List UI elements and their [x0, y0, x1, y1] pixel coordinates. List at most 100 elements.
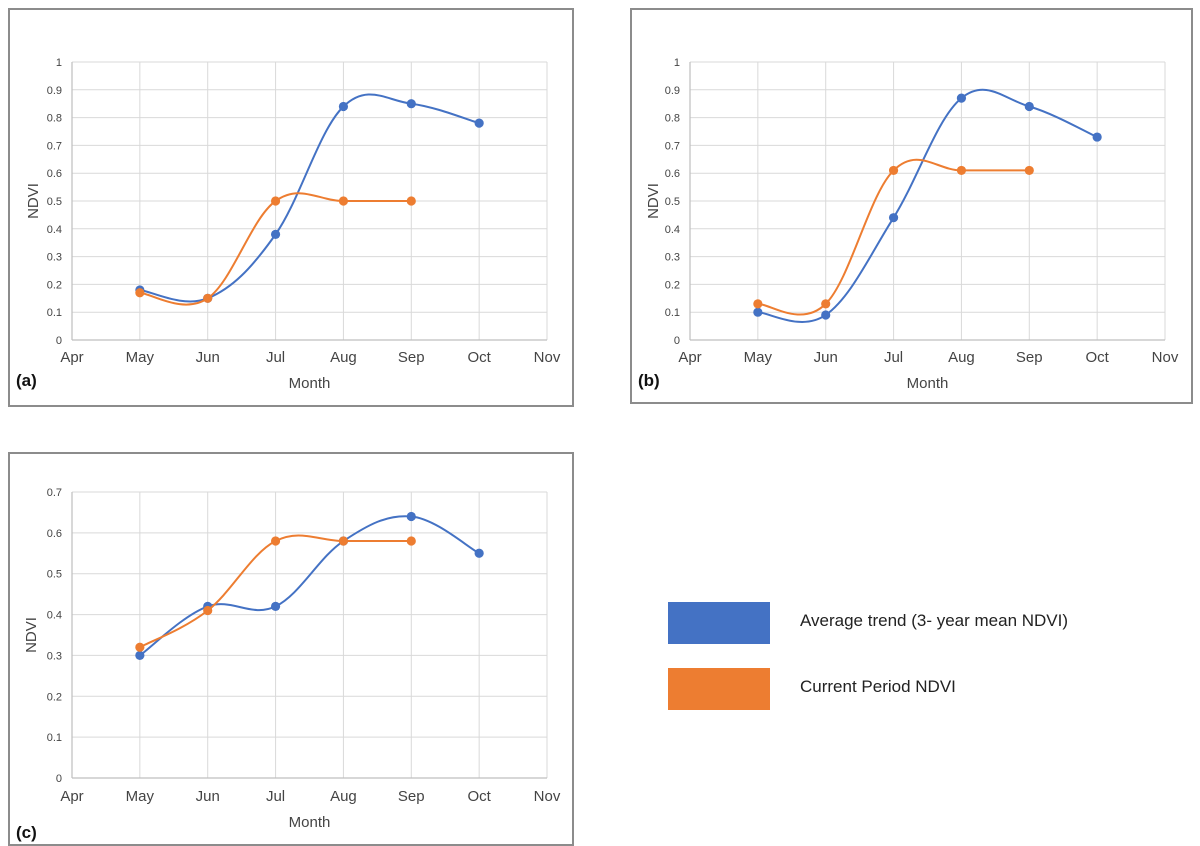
chart-b-ytick-label: 1	[674, 57, 680, 69]
chart-a-series-1-point	[203, 293, 213, 303]
chart-c-xtick-label: Jul	[266, 788, 285, 805]
chart-a-ytick-label: 0.5	[47, 196, 62, 208]
chart-a-xtick-label: Aug	[330, 349, 357, 366]
chart-b-svg: 0 0.1 0.2 0.3 0.4 0.5 0.6 0.7 0.8 0.9 1 Apr May Jun Ju…	[638, 57, 1179, 392]
chart-a-series-0-point	[474, 118, 484, 128]
chart-c-series-0-point	[474, 548, 484, 558]
chart-b-panel-label: (b)	[638, 371, 660, 390]
chart-b-series-1-point	[1024, 165, 1034, 176]
chart-a-xtick-label: Nov	[534, 349, 561, 366]
chart-b-ytick-label: 0.7	[665, 140, 680, 152]
chart-a-series-1-point	[135, 288, 145, 298]
chart-b-series-0-line	[757, 88, 1098, 323]
chart-a-series-1-point	[270, 196, 281, 206]
chart-b-xtick-label: Aug	[948, 349, 975, 366]
legend-item-current-period: Current Period NDVI	[668, 668, 1168, 710]
chart-b-xtick-label: Sep	[1016, 349, 1043, 366]
chart-b-series-1-line	[757, 158, 1030, 316]
chart-c-series-1-point	[406, 536, 416, 546]
chart-b-ytick-label: 0.5	[665, 196, 680, 208]
chart-a-series-1-point	[338, 196, 349, 206]
chart-c-series-1-point	[203, 605, 213, 616]
chart-c-xtick-label: Nov	[534, 788, 561, 805]
chart-a-y-axis-title: NDVI	[25, 183, 42, 219]
chart-c-ytick-label: 0.1	[47, 732, 62, 744]
chart-b-x-axis-title: Month	[907, 375, 949, 392]
chart-a-series-0-point	[270, 229, 281, 239]
chart-a-panel-label: (a)	[16, 371, 37, 390]
chart-a-ytick-label: 0.8	[47, 113, 62, 125]
chart-b-series-0-point	[956, 93, 967, 103]
legend-swatch-current-period	[668, 668, 770, 710]
chart-b-ytick-label: 0.8	[665, 113, 680, 125]
legend-item-average-trend: Average trend (3- year mean NDVI)	[668, 602, 1168, 644]
chart-c-xtick-label: Apr	[60, 788, 83, 805]
chart-a-ytick-label: 1	[56, 57, 62, 69]
chart-a-xtick-label: Jun	[196, 349, 220, 366]
chart-c-svg: 0 0.1 0.2 0.3 0.4 0.5 0.6 0.7 Apr May Jun Jul Aug Sep…	[16, 487, 561, 842]
chart-c-ytick-label: 0.6	[47, 528, 62, 540]
chart-b-series-0-point	[1024, 101, 1034, 112]
chart-a-series-0-point	[338, 101, 349, 112]
chart-c-xtick-label: Sep	[398, 788, 425, 805]
chart-c-series-0-point	[406, 511, 416, 522]
chart-a-ytick-label: 0.6	[47, 168, 62, 180]
chart-c-series-1-point	[338, 536, 349, 546]
chart-b-y-axis-title: NDVI	[645, 183, 662, 219]
chart-b-series-1-point	[753, 299, 763, 309]
legend-swatch-average-trend	[668, 602, 770, 644]
chart-c-xtick-label: May	[126, 788, 155, 805]
chart-b-ytick-label: 0.1	[665, 307, 680, 319]
chart-b-series-1-point	[888, 165, 899, 176]
chart-a-ytick-label: 0.3	[47, 252, 62, 264]
chart-b-series-0-point	[1092, 132, 1102, 142]
chart-b-xtick-label: Jun	[814, 349, 838, 366]
chart-b-xtick-label: Oct	[1085, 349, 1109, 366]
chart-a-xtick-label: Apr	[60, 349, 83, 366]
chart-c-xtick-label: Oct	[467, 788, 491, 805]
chart-c-ytick-label: 0.5	[47, 569, 62, 581]
chart-b-xtick-label: Nov	[1152, 349, 1179, 366]
chart-c-ytick-label: 0.3	[47, 650, 62, 662]
chart-a-series-1-point	[406, 196, 416, 206]
chart-b-xtick-label: May	[744, 349, 773, 366]
chart-b-series-1-point	[956, 165, 967, 176]
chart-panel-c: 0 0.1 0.2 0.3 0.4 0.5 0.6 0.7 Apr May Jun Jul Aug Sep…	[8, 452, 574, 846]
chart-b-xtick-label: Apr	[678, 349, 701, 366]
chart-a-series-0-point	[406, 99, 416, 109]
chart-c-series-0-point	[270, 601, 281, 611]
chart-b-ytick-label: 0.3	[665, 252, 680, 264]
chart-a-ytick-label: 0.7	[47, 140, 62, 152]
chart-a-ytick-label: 0	[56, 335, 62, 347]
chart-a-xtick-label: Sep	[398, 349, 425, 366]
chart-b-ytick-label: 0.6	[665, 168, 680, 180]
chart-a-xtick-label: Jul	[266, 349, 285, 366]
chart-b-series-0-point	[821, 310, 831, 320]
chart-a-ytick-label: 0.2	[47, 279, 62, 291]
chart-c-series-0-point	[135, 650, 145, 661]
chart-c-ytick-label: 0.7	[47, 487, 62, 499]
chart-b-series-1-point	[821, 299, 831, 309]
chart-c-series-1-point	[135, 642, 145, 652]
chart-c-ytick-label: 0.4	[47, 610, 62, 622]
chart-b-ytick-label: 0.2	[665, 279, 680, 291]
chart-a-xtick-label: May	[126, 349, 155, 366]
chart-c-y-axis-title: NDVI	[23, 617, 40, 653]
chart-c-ytick-label: 0.2	[47, 691, 62, 703]
chart-b-series-0-point	[888, 213, 899, 223]
chart-c-ytick-label: 0	[56, 773, 62, 785]
chart-b-ytick-label: 0	[674, 335, 680, 347]
chart-a-ytick-label: 0.9	[47, 85, 62, 97]
chart-panel-b: 0 0.1 0.2 0.3 0.4 0.5 0.6 0.7 0.8 0.9 1 Apr May Jun Ju…	[630, 8, 1193, 404]
chart-c-x-axis-title: Month	[289, 814, 331, 831]
chart-c-series-1-point	[270, 536, 281, 546]
chart-a-ytick-label: 0.4	[47, 224, 62, 236]
chart-a-series-0-line	[139, 93, 480, 303]
chart-a-ytick-label: 0.1	[47, 307, 62, 319]
legend-label-average-trend: Average trend (3- year mean NDVI)	[800, 611, 1069, 630]
legend-label-current-period: Current Period NDVI	[800, 677, 956, 696]
chart-a-x-axis-title: Month	[289, 375, 331, 392]
chart-b-ytick-label: 0.4	[665, 224, 680, 236]
chart-c-xtick-label: Aug	[330, 788, 357, 805]
chart-b-series-0-point	[753, 307, 763, 317]
